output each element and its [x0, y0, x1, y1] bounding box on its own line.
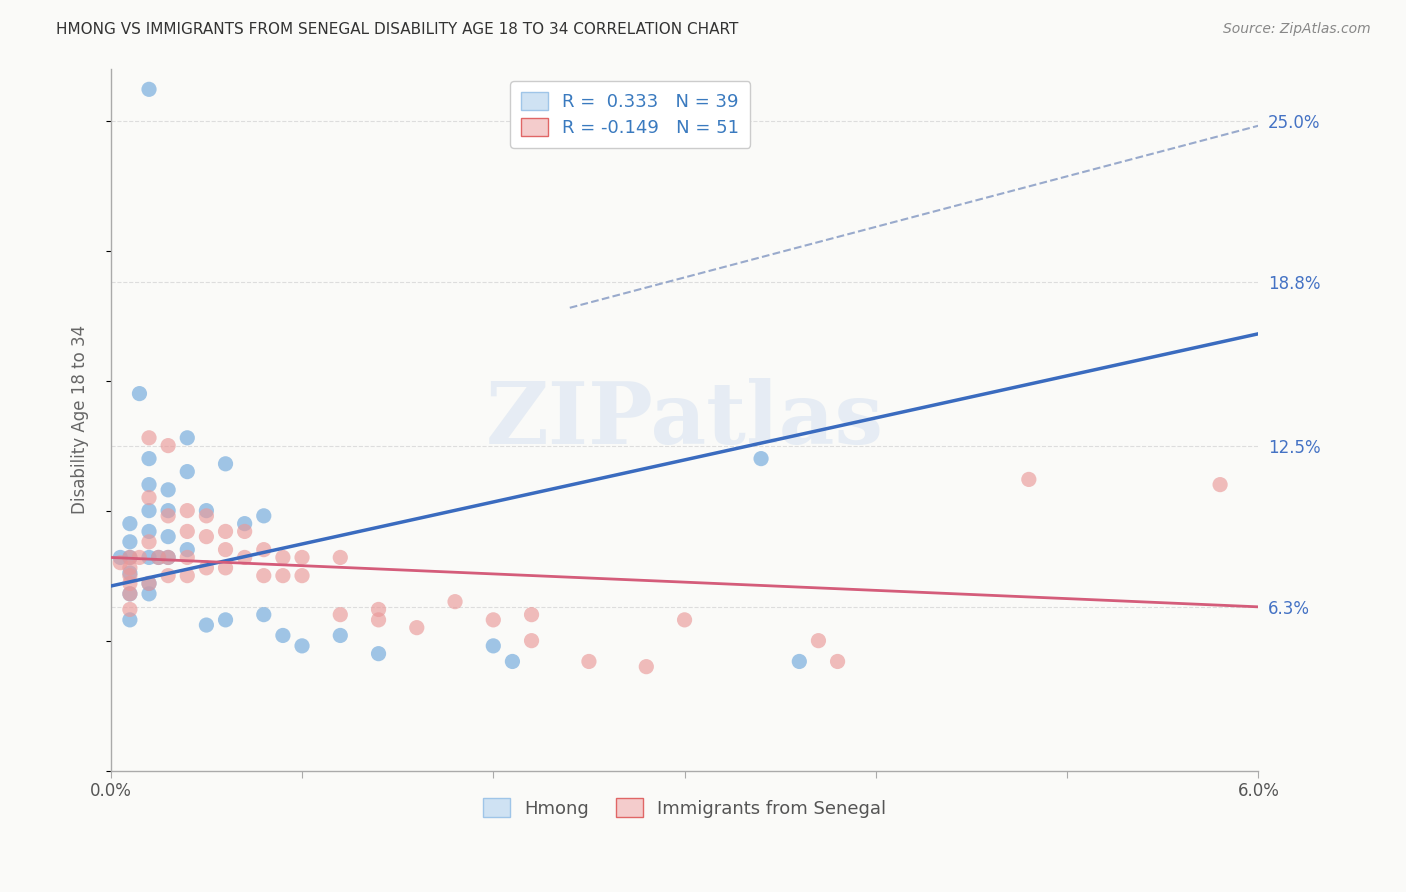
Point	[138, 491, 160, 505]
Point	[271, 628, 294, 642]
Point	[329, 628, 352, 642]
Point	[233, 516, 256, 531]
Y-axis label: Disability Age 18 to 34: Disability Age 18 to 34	[72, 325, 89, 514]
Point	[118, 568, 141, 582]
Point	[749, 451, 772, 466]
Point	[789, 655, 811, 669]
Point	[253, 607, 276, 622]
Point	[138, 82, 160, 96]
Point	[291, 550, 314, 565]
Point	[253, 568, 276, 582]
Point	[176, 550, 198, 565]
Point	[118, 561, 141, 575]
Text: ZIPatlas: ZIPatlas	[485, 377, 883, 461]
Point	[1018, 472, 1040, 486]
Point	[214, 524, 236, 539]
Point	[291, 639, 314, 653]
Point	[118, 566, 141, 580]
Point	[118, 550, 141, 565]
Point	[195, 530, 218, 544]
Point	[214, 542, 236, 557]
Point	[128, 386, 150, 401]
Point	[501, 655, 523, 669]
Point	[118, 534, 141, 549]
Point	[176, 503, 198, 517]
Point	[176, 524, 198, 539]
Point	[253, 542, 276, 557]
Point	[367, 647, 389, 661]
Point	[157, 483, 180, 497]
Point	[673, 613, 696, 627]
Point	[520, 607, 543, 622]
Point	[367, 602, 389, 616]
Point	[329, 550, 352, 565]
Point	[148, 550, 170, 565]
Point	[128, 550, 150, 565]
Point	[138, 503, 160, 517]
Point	[520, 633, 543, 648]
Text: HMONG VS IMMIGRANTS FROM SENEGAL DISABILITY AGE 18 TO 34 CORRELATION CHART: HMONG VS IMMIGRANTS FROM SENEGAL DISABIL…	[56, 22, 738, 37]
Point	[118, 587, 141, 601]
Point	[138, 534, 160, 549]
Text: Source: ZipAtlas.com: Source: ZipAtlas.com	[1223, 22, 1371, 37]
Point	[138, 587, 160, 601]
Point	[329, 607, 352, 622]
Point	[271, 568, 294, 582]
Point	[405, 621, 427, 635]
Point	[482, 613, 505, 627]
Point	[138, 550, 160, 565]
Point	[157, 503, 180, 517]
Point	[233, 550, 256, 565]
Point	[807, 633, 830, 648]
Point	[233, 524, 256, 539]
Point	[138, 576, 160, 591]
Point	[482, 639, 505, 653]
Point	[214, 561, 236, 575]
Point	[195, 618, 218, 632]
Point	[118, 587, 141, 601]
Point	[118, 602, 141, 616]
Point	[157, 568, 180, 582]
Point	[118, 613, 141, 627]
Point	[110, 550, 132, 565]
Point	[157, 550, 180, 565]
Point	[291, 568, 314, 582]
Point	[195, 508, 218, 523]
Point	[157, 550, 180, 565]
Point	[110, 556, 132, 570]
Point	[444, 594, 467, 608]
Point	[118, 550, 141, 565]
Point	[1209, 477, 1232, 491]
Legend: Hmong, Immigrants from Senegal: Hmong, Immigrants from Senegal	[475, 791, 894, 825]
Point	[138, 477, 160, 491]
Point	[138, 451, 160, 466]
Point	[138, 431, 160, 445]
Point	[176, 431, 198, 445]
Point	[157, 508, 180, 523]
Point	[176, 465, 198, 479]
Point	[214, 457, 236, 471]
Point	[195, 561, 218, 575]
Point	[253, 508, 276, 523]
Point	[157, 530, 180, 544]
Point	[176, 568, 198, 582]
Point	[195, 503, 218, 517]
Point	[367, 613, 389, 627]
Point	[271, 550, 294, 565]
Point	[214, 613, 236, 627]
Point	[138, 576, 160, 591]
Point	[176, 542, 198, 557]
Point	[148, 550, 170, 565]
Point	[157, 439, 180, 453]
Point	[636, 659, 658, 673]
Point	[118, 516, 141, 531]
Point	[827, 655, 849, 669]
Point	[578, 655, 600, 669]
Point	[118, 576, 141, 591]
Point	[138, 524, 160, 539]
